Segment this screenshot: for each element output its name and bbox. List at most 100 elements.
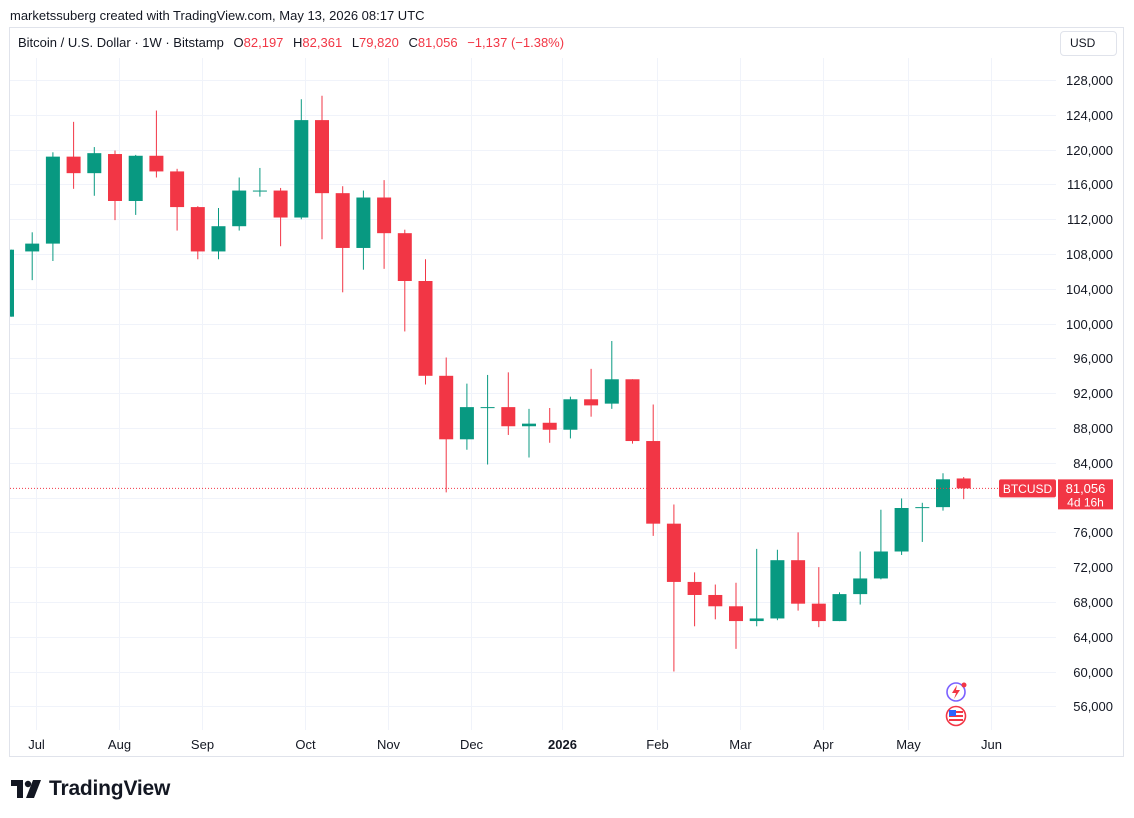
candle[interactable] (853, 551, 868, 605)
x-tick-label: May (896, 737, 921, 752)
candle-body (894, 508, 909, 552)
y-tick-label: 104,000 (1066, 282, 1113, 297)
candle[interactable] (397, 229, 412, 332)
candle[interactable] (252, 167, 267, 197)
currency-button[interactable]: USD (1060, 31, 1117, 56)
candle[interactable] (873, 509, 888, 580)
indicator-icons (943, 681, 971, 734)
candle[interactable] (232, 177, 247, 231)
candle-body (190, 207, 205, 252)
candle[interactable] (273, 187, 288, 247)
x-tick-label: Aug (108, 737, 131, 752)
candle[interactable] (377, 180, 392, 269)
x-tick-label: Dec (460, 737, 484, 752)
candle-body (915, 507, 930, 509)
candle[interactable] (729, 582, 743, 649)
y-tick-label: 56,000 (1073, 699, 1113, 714)
candle[interactable] (439, 357, 454, 493)
candle[interactable] (294, 99, 309, 220)
candle-body (10, 249, 14, 317)
candle[interactable] (604, 341, 619, 409)
candle-body (128, 155, 143, 201)
candle[interactable] (418, 259, 433, 385)
candle[interactable] (66, 121, 81, 189)
candle[interactable] (687, 572, 702, 627)
candle[interactable] (936, 473, 950, 511)
candle[interactable] (770, 549, 785, 621)
candle[interactable] (708, 584, 723, 620)
y-tick-label: 92,000 (1073, 386, 1113, 401)
y-tick-label: 96,000 (1073, 351, 1113, 366)
candle[interactable] (10, 249, 14, 317)
high-label: H (293, 35, 303, 50)
candle[interactable] (128, 154, 143, 215)
candle[interactable] (915, 502, 930, 542)
candle-body (315, 120, 329, 194)
close-value: 81,056 (417, 35, 458, 50)
candle-body (252, 190, 267, 192)
candle[interactable] (108, 150, 122, 221)
candle-body (811, 603, 826, 622)
x-tick-label: Sep (191, 737, 214, 752)
candle[interactable] (749, 548, 764, 627)
candle[interactable] (666, 504, 681, 672)
candle[interactable] (480, 374, 495, 465)
candle-body (273, 190, 288, 218)
candle[interactable] (646, 404, 661, 536)
candle-body (87, 153, 102, 174)
candle[interactable] (791, 532, 806, 611)
candles-layer (10, 95, 971, 672)
open-value: 82,197 (243, 35, 284, 50)
ticker-tag-label: BTCUSD (1003, 482, 1053, 496)
candle-body (459, 407, 474, 440)
candle[interactable] (190, 206, 205, 260)
candle-body (625, 379, 640, 442)
candle-body (770, 560, 785, 619)
candle[interactable] (522, 408, 536, 458)
candle[interactable] (45, 152, 60, 262)
candle[interactable] (563, 396, 578, 439)
tradingview-logo-icon (11, 780, 41, 798)
candle[interactable] (956, 477, 971, 500)
candle[interactable] (170, 168, 185, 231)
candle-body (563, 399, 578, 430)
candle-body (936, 479, 950, 508)
x-tick-label: Jul (28, 737, 45, 752)
candle-body (439, 375, 454, 440)
y-tick-label: 116,000 (1067, 177, 1113, 192)
candle-body (356, 197, 371, 248)
candle[interactable] (811, 567, 826, 628)
candle-body (418, 281, 433, 376)
price-tag-bg (1058, 479, 1113, 510)
y-tick-label: 88,000 (1073, 421, 1113, 436)
symbol-title[interactable]: Bitcoin / U.S. Dollar · 1W · Bitstamp (18, 35, 224, 50)
attribution-text: marketssuberg created with TradingView.c… (10, 8, 425, 23)
y-tick-label: 108,000 (1066, 247, 1113, 262)
candle[interactable] (356, 190, 371, 270)
x-tick-label: Nov (377, 737, 401, 752)
candle[interactable] (584, 368, 599, 417)
footer-brand[interactable]: TradingView (11, 777, 170, 801)
candle-body (646, 441, 661, 524)
candle[interactable] (335, 186, 350, 293)
candle[interactable] (625, 379, 640, 444)
candle[interactable] (87, 147, 102, 196)
candle[interactable] (501, 372, 516, 435)
candle[interactable] (894, 498, 909, 555)
flash-icon[interactable] (946, 682, 967, 702)
candle[interactable] (459, 383, 474, 450)
candle-body (708, 594, 723, 607)
candle-body (749, 618, 764, 622)
candle[interactable] (315, 95, 329, 240)
candle[interactable] (211, 207, 226, 260)
candle[interactable] (149, 110, 164, 178)
candle[interactable] (25, 232, 40, 281)
low-label: L (351, 35, 360, 50)
candle[interactable] (542, 407, 557, 443)
close-label: C (408, 35, 418, 50)
candle-body (377, 197, 392, 234)
us-flag-icon[interactable] (945, 705, 967, 727)
y-tick-label: 100,000 (1066, 317, 1113, 332)
candle[interactable] (832, 592, 847, 622)
